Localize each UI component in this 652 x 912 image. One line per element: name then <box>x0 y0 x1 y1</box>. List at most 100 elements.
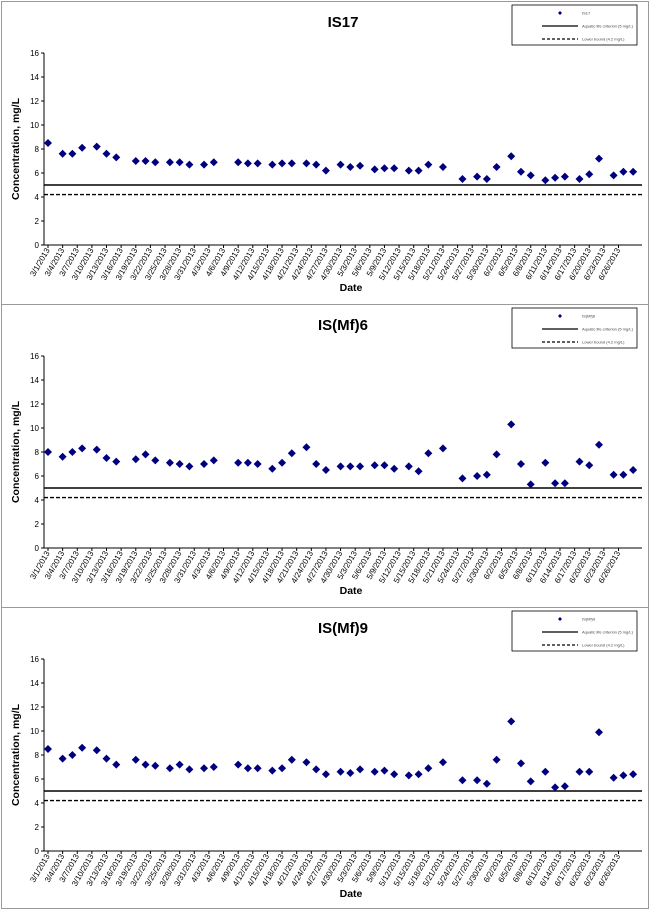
y-axis-title: Concentration, mg/L <box>10 97 22 200</box>
data-point <box>541 767 550 776</box>
data-point <box>302 443 311 452</box>
y-tick-label: 14 <box>30 376 39 385</box>
legend-box <box>511 610 638 652</box>
data-point <box>414 770 423 779</box>
data-point <box>619 771 628 780</box>
legend-label: IS17 <box>582 11 591 16</box>
legend-marker-swatch <box>558 11 562 15</box>
data-point <box>380 461 389 470</box>
y-tick-label: 6 <box>35 775 40 784</box>
data-point <box>370 461 379 470</box>
data-point <box>312 460 321 468</box>
data-point <box>473 472 482 480</box>
data-point <box>209 158 218 167</box>
data-point <box>594 440 603 449</box>
data-point <box>336 767 345 776</box>
data-point <box>78 743 87 752</box>
data-point <box>619 167 628 176</box>
data-point <box>585 461 594 470</box>
data-point <box>151 761 160 770</box>
y-tick-label: 6 <box>35 169 40 178</box>
data-point <box>438 758 447 767</box>
data-point <box>92 142 101 151</box>
data-point <box>526 171 535 180</box>
data-point <box>336 462 345 471</box>
data-point <box>112 457 121 466</box>
data-point <box>102 754 111 763</box>
y-tick-label: 0 <box>35 544 40 553</box>
data-point <box>492 450 501 459</box>
data-point <box>165 458 174 467</box>
data-point <box>594 728 603 737</box>
data-point <box>278 764 287 773</box>
data-point <box>370 165 379 174</box>
data-point <box>268 160 277 169</box>
data-point <box>346 462 355 471</box>
data-point <box>516 167 525 176</box>
data-point <box>473 172 482 181</box>
data-point <box>151 158 160 167</box>
data-point <box>58 754 67 763</box>
data-point <box>560 479 569 488</box>
data-point <box>609 171 618 180</box>
data-point <box>594 154 603 163</box>
y-tick-label: 10 <box>30 121 39 130</box>
data-point <box>253 159 262 168</box>
legend-label: Lower bound (4.2 mg/L) <box>582 340 625 345</box>
data-point <box>424 160 433 169</box>
chart-ismf6: IS(Mf)602468101214163/1/20133/4/20133/7/… <box>10 307 642 597</box>
data-point <box>302 159 311 168</box>
data-point <box>438 163 447 171</box>
data-point <box>404 771 413 780</box>
legend-box <box>511 307 638 349</box>
y-tick-label: 12 <box>30 400 39 409</box>
x-axis-title: Date <box>340 282 363 294</box>
y-tick-label: 6 <box>35 472 40 481</box>
data-point <box>380 766 389 775</box>
chart-title: IS17 <box>328 14 359 31</box>
chart-title: IS(Mf)6 <box>318 317 368 334</box>
data-point <box>68 448 77 456</box>
legend-label: Aquatic life criterion (5 mg/L) <box>582 24 634 29</box>
chart-ismf9: IS(Mf)902468101214163/1/20133/4/20133/7/… <box>10 610 642 900</box>
y-tick-label: 12 <box>30 703 39 712</box>
data-point <box>507 152 516 161</box>
data-point <box>380 164 389 173</box>
legend-label: IS(Mf)6 <box>582 314 596 319</box>
data-point <box>312 765 321 774</box>
data-point <box>458 474 467 483</box>
y-tick-label: 16 <box>30 49 39 58</box>
data-point <box>302 758 311 767</box>
chart-panel-ismf9: IS(Mf)9 0 2 4 6 8 10 12 14 16 3/1/2013 3/4/2013 3/7/… <box>2 607 649 909</box>
y-tick-label: 10 <box>30 424 39 433</box>
y-tick-label: 4 <box>35 193 40 202</box>
data-point <box>131 157 140 165</box>
legend-label: Aquatic life criterion (5 mg/L) <box>582 327 634 332</box>
data-point <box>585 170 594 179</box>
data-point <box>141 450 150 459</box>
data-point <box>287 159 296 168</box>
data-point <box>458 175 467 183</box>
data-point <box>619 470 628 479</box>
data-point <box>78 444 87 453</box>
data-point <box>151 456 160 465</box>
legend-label: Lower bound (4.2 mg/L) <box>582 37 625 42</box>
data-point <box>585 767 594 776</box>
data-point <box>424 449 433 458</box>
data-point <box>551 479 560 488</box>
y-tick-label: 10 <box>30 727 39 736</box>
data-point <box>516 759 525 768</box>
data-point <box>112 153 121 162</box>
data-point <box>551 173 560 182</box>
data-point <box>321 166 330 175</box>
data-point <box>58 452 67 461</box>
data-point <box>175 760 184 769</box>
data-point <box>234 760 243 769</box>
data-point <box>541 458 550 467</box>
data-point <box>141 157 150 165</box>
legend-label: Aquatic life criterion (5 mg/L) <box>582 630 634 635</box>
data-point <box>44 448 52 456</box>
y-tick-label: 0 <box>35 847 40 856</box>
data-point <box>268 766 277 775</box>
data-point <box>200 460 209 468</box>
